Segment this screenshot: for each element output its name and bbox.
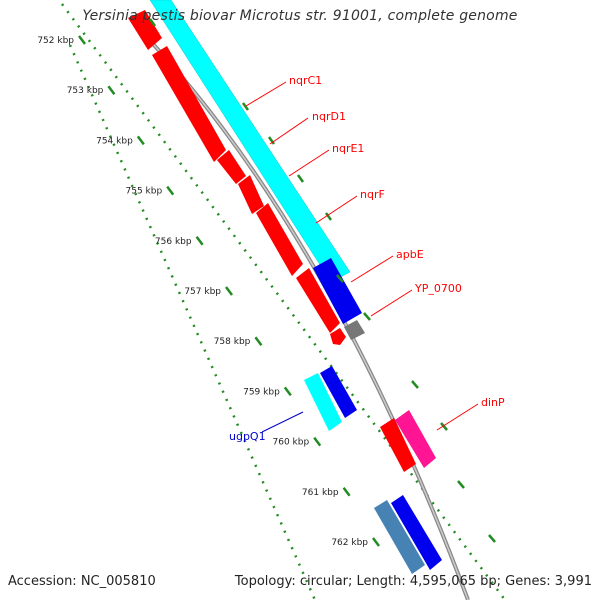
leader-ugpQ1 [261, 411, 304, 433]
scale-tick-label: 758 kbp [214, 337, 251, 347]
scale-tick-label: 761 kbp [302, 488, 339, 498]
scale-tick-mark [342, 487, 351, 497]
scale-tick-mark [195, 236, 204, 246]
gene-label-YP_0700: YP_0700 [414, 282, 462, 295]
scale-tick-mark [254, 336, 263, 346]
gene-label-ugpQ1: ugpQ1 [229, 430, 266, 443]
cds-blue-762 [391, 495, 442, 570]
cds-red-4 [238, 175, 264, 214]
leader-nqrE1 [288, 149, 330, 177]
scale-tick-mark [78, 35, 86, 45]
scale-ticks: 752 kbp 753 kbp 754 kbp 755 kbp 756 kbp 757 k… [37, 35, 380, 548]
scale-tick-mark [372, 537, 380, 547]
scale-tick-label: 760 kbp [273, 438, 310, 448]
cds-dinP [395, 410, 436, 468]
leader-nqrF [315, 195, 358, 224]
cds-cyan-band [149, 0, 351, 283]
cds-blue-759 [320, 366, 357, 418]
scale-tick-label: 754 kbp [96, 136, 133, 146]
leader-YP_0700 [370, 289, 413, 317]
cds-red-3 [217, 150, 246, 184]
outer-rail-ticks [148, 18, 496, 543]
accession-text: Accession: NC_005810 [8, 574, 156, 589]
gene-label-nqrF: nqrF [360, 188, 385, 201]
map-title: Yersinia pestis biovar Microtus str. 910… [82, 8, 518, 24]
gene-label-nqrD1: nqrD1 [312, 110, 346, 123]
cds-YP_0700 [344, 320, 365, 340]
cds-red-5 [256, 203, 303, 276]
leader-dinP [436, 403, 479, 431]
scale-tick-mark [107, 85, 116, 95]
scale-tick-mark [283, 386, 292, 397]
scale-tick-label: 753 kbp [67, 86, 104, 96]
gene-label-nqrE1: nqrE1 [332, 142, 364, 155]
cds-red-1 [128, 10, 162, 50]
cds-ugpQ1 [304, 373, 342, 431]
genome-summary-text: Topology: circular; Length: 4,595,065 bp… [234, 574, 592, 589]
scale-tick-label: 757 kbp [184, 287, 221, 297]
scale-tick-mark [313, 436, 322, 447]
cds-red-7 [330, 328, 346, 345]
cds-apbE [313, 258, 362, 324]
scale-tick-mark [136, 135, 145, 146]
scale-tick-label: 752 kbp [37, 36, 74, 46]
scale-tick-mark [166, 185, 175, 196]
cds-red-2 [152, 46, 226, 162]
scale-tick-mark [225, 286, 233, 296]
leader-apbE [350, 255, 394, 283]
gene-label-apbE: apbE [396, 248, 424, 261]
scale-tick-label: 759 kbp [243, 387, 280, 397]
gene-label-nqrC1: nqrC1 [289, 74, 322, 87]
leader-nqrC1 [245, 81, 287, 107]
outer-dotted-rail [60, 3, 507, 600]
cds-red-dinP [380, 418, 416, 472]
inner-dotted-rail [68, 44, 317, 600]
scale-tick-label: 755 kbp [126, 187, 163, 197]
cds-steelblue-762 [374, 500, 425, 574]
cds-red-6 [296, 268, 340, 333]
gene-labels: nqrC1 nqrD1 nqrE1 nqrF apbE YP_0700 dinP… [229, 74, 505, 443]
scale-tick-label: 762 kbp [331, 538, 368, 548]
gene-label-dinP: dinP [481, 396, 505, 409]
scale-tick-label: 756 kbp [155, 237, 192, 247]
leader-nqrD1 [269, 117, 309, 145]
